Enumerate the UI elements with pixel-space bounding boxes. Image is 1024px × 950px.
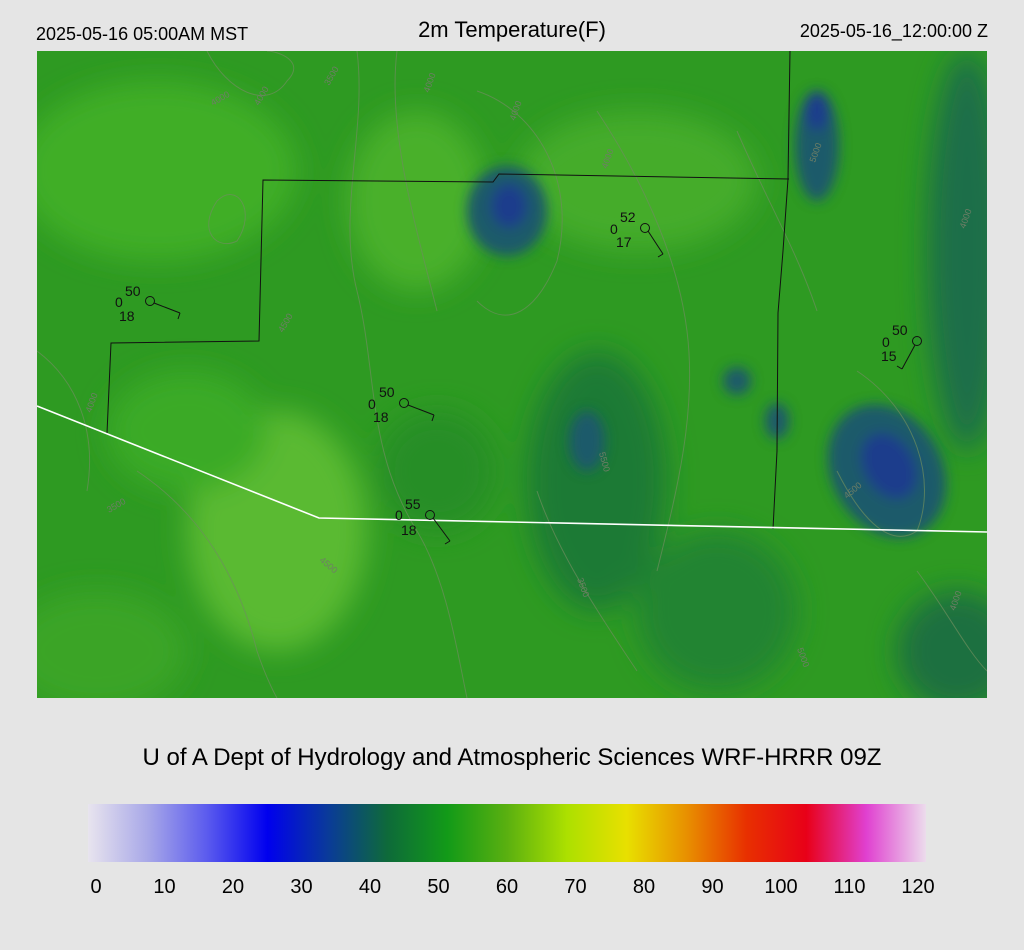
colorbar-tick-label: 80 <box>632 876 656 898</box>
station-temp: 52 <box>620 209 636 225</box>
colorbar-tick-label: 110 <box>833 876 866 898</box>
station-plot[interactable]: 50 0 15 <box>881 322 922 370</box>
station-temp: 50 <box>892 322 908 338</box>
colorbar-gradient <box>88 804 926 862</box>
station-dew: 0 <box>395 507 403 523</box>
station-dew: 0 <box>115 294 123 310</box>
station-plot[interactable]: 55 0 18 <box>395 496 451 545</box>
station-plot[interactable]: 50 0 18 <box>115 283 181 324</box>
station-temp: 55 <box>405 496 421 512</box>
station-temp: 50 <box>379 384 395 400</box>
map-title: 2m Temperature(F) <box>418 17 606 42</box>
valid-time-label: 2025-05-16_12:00:00 Z <box>799 21 988 41</box>
station-wind: 17 <box>616 234 632 250</box>
model-credit: U of A Dept of Hydrology and Atmospheric… <box>142 744 882 771</box>
colorbar-tick-label: 60 <box>495 876 519 898</box>
station-temp: 50 <box>125 283 141 299</box>
colorbar-tick-label: 20 <box>221 876 245 898</box>
temperature-shading <box>37 51 987 698</box>
station-wind: 18 <box>373 409 389 425</box>
terrain-contours <box>37 51 987 698</box>
colorbar-tick-label: 10 <box>153 876 176 898</box>
station-wind: 18 <box>119 308 135 324</box>
colorbar-tick-label: 120 <box>901 876 935 898</box>
state-border <box>37 405 987 533</box>
station-wind: 18 <box>401 522 417 538</box>
colorbar-tick-label: 90 <box>701 876 724 898</box>
station-dew: 0 <box>882 334 890 350</box>
colorbar-tick-label: 70 <box>564 876 587 898</box>
station-plot[interactable]: 50 0 18 <box>368 384 435 425</box>
station-plot[interactable]: 52 0 17 <box>610 209 664 258</box>
colorbar-ticks: 0 10 20 30 40 50 60 70 80 90 100 110 120 <box>0 876 1024 906</box>
colorbar-tick-label: 50 <box>427 876 450 898</box>
station-wind: 15 <box>881 348 897 364</box>
cold-pockets <box>467 91 947 538</box>
station-dew: 0 <box>610 221 618 237</box>
map-header: 2025-05-16 05:00AM MST 2m Temperature(F)… <box>0 0 1024 50</box>
station-dew: 0 <box>368 396 376 412</box>
temperature-map[interactable]: 4000 4000 3500 4000 4000 4000 5000 4000 … <box>37 51 987 698</box>
colorbar-tick-label: 30 <box>290 876 313 898</box>
colorbar-tick-label: 40 <box>358 876 382 898</box>
station-plots: 50 0 18 52 0 17 50 0 18 <box>115 209 922 545</box>
colorbar-tick-label: 100 <box>764 876 798 898</box>
colorbar-tick-label: 0 <box>90 876 102 898</box>
county-boundaries <box>106 51 791 530</box>
temperature-colorbar <box>88 804 926 862</box>
local-time-label: 2025-05-16 05:00AM MST <box>36 24 249 44</box>
